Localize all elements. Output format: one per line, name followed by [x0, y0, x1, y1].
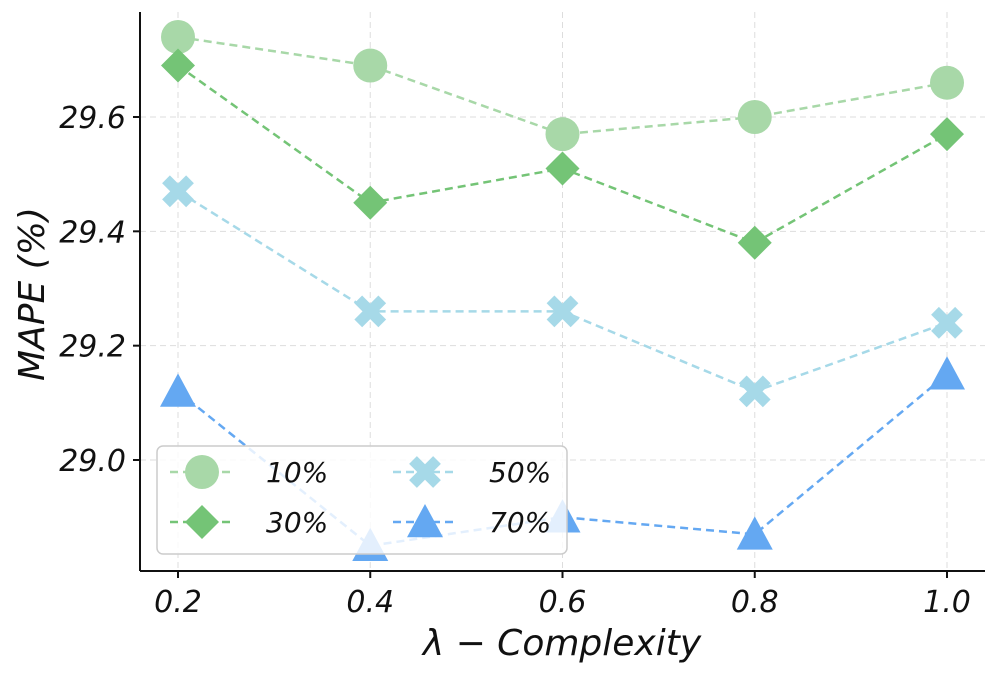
data-point-circle	[161, 19, 195, 54]
legend-box	[156, 445, 568, 555]
data-point-circle	[737, 100, 772, 134]
legend-marker-cross-stroke-b	[409, 456, 441, 488]
series-30pct	[161, 48, 964, 260]
y-axis-title: MAPE (%)	[12, 207, 53, 381]
x-tick-label: 0.4	[346, 585, 394, 620]
series-line	[177, 190, 948, 393]
data-point-diamond	[930, 117, 964, 152]
y-tick-label: 29.0	[59, 444, 126, 479]
series-50pct	[162, 175, 963, 408]
legend-label: 70%	[489, 506, 551, 539]
legend-entry: 70%	[393, 504, 551, 539]
x-tick-label: 0.2	[154, 585, 202, 620]
legend-label: 30%	[266, 506, 328, 539]
data-point-cross-stroke-b	[162, 175, 194, 208]
legend-marker-circle	[185, 455, 219, 489]
data-point-cross	[354, 295, 387, 328]
legend-entry: 50%	[393, 456, 551, 489]
y-tick-label: 29.2	[59, 330, 126, 365]
legend-marker-cross	[409, 456, 441, 488]
data-point-triangle	[160, 373, 196, 407]
data-point-cross-stroke-b	[931, 306, 963, 339]
data-point-cross-stroke-b	[546, 295, 579, 328]
legend-label: 10%	[266, 456, 328, 489]
data-point-circle	[545, 117, 580, 152]
y-tick-label: 29.6	[59, 101, 126, 136]
legend-label: 50%	[489, 456, 551, 489]
data-point-diamond	[545, 151, 580, 186]
x-tick-label: 0.8	[731, 585, 779, 620]
x-tick-label: 0.6	[539, 585, 587, 620]
data-point-circle	[930, 65, 964, 100]
data-point-cross	[738, 375, 771, 408]
data-point-diamond	[161, 48, 195, 83]
data-point-cross	[546, 295, 579, 328]
legend-marker-triangle	[407, 504, 443, 538]
y-tick-label: 29.4	[59, 215, 126, 250]
legend-marker-diamond	[185, 505, 219, 539]
data-point-diamond	[737, 225, 772, 260]
data-point-diamond	[353, 185, 388, 220]
x-tick-label: 1.0	[923, 585, 971, 620]
data-point-triangle	[736, 516, 773, 550]
data-point-cross	[162, 175, 194, 208]
ticks: 0.2 0.4 0.6 0.8 1.0 29.0 29.2 29.4 29.6	[59, 101, 971, 620]
data-point-circle	[353, 48, 388, 83]
data-point-cross-stroke-b	[738, 375, 771, 408]
series-line	[177, 373, 948, 548]
series-10pct	[161, 19, 964, 152]
legend: 10% 30% 50% 70%	[156, 445, 568, 555]
legend-entry: 30%	[170, 505, 328, 539]
data-point-cross-stroke-b	[354, 295, 387, 328]
series-line	[177, 35, 948, 136]
legend-entry: 10%	[170, 455, 328, 489]
data-point-triangle	[929, 356, 965, 390]
data-point-cross	[931, 306, 963, 339]
x-axis-title: λ − Complexity	[421, 623, 702, 664]
